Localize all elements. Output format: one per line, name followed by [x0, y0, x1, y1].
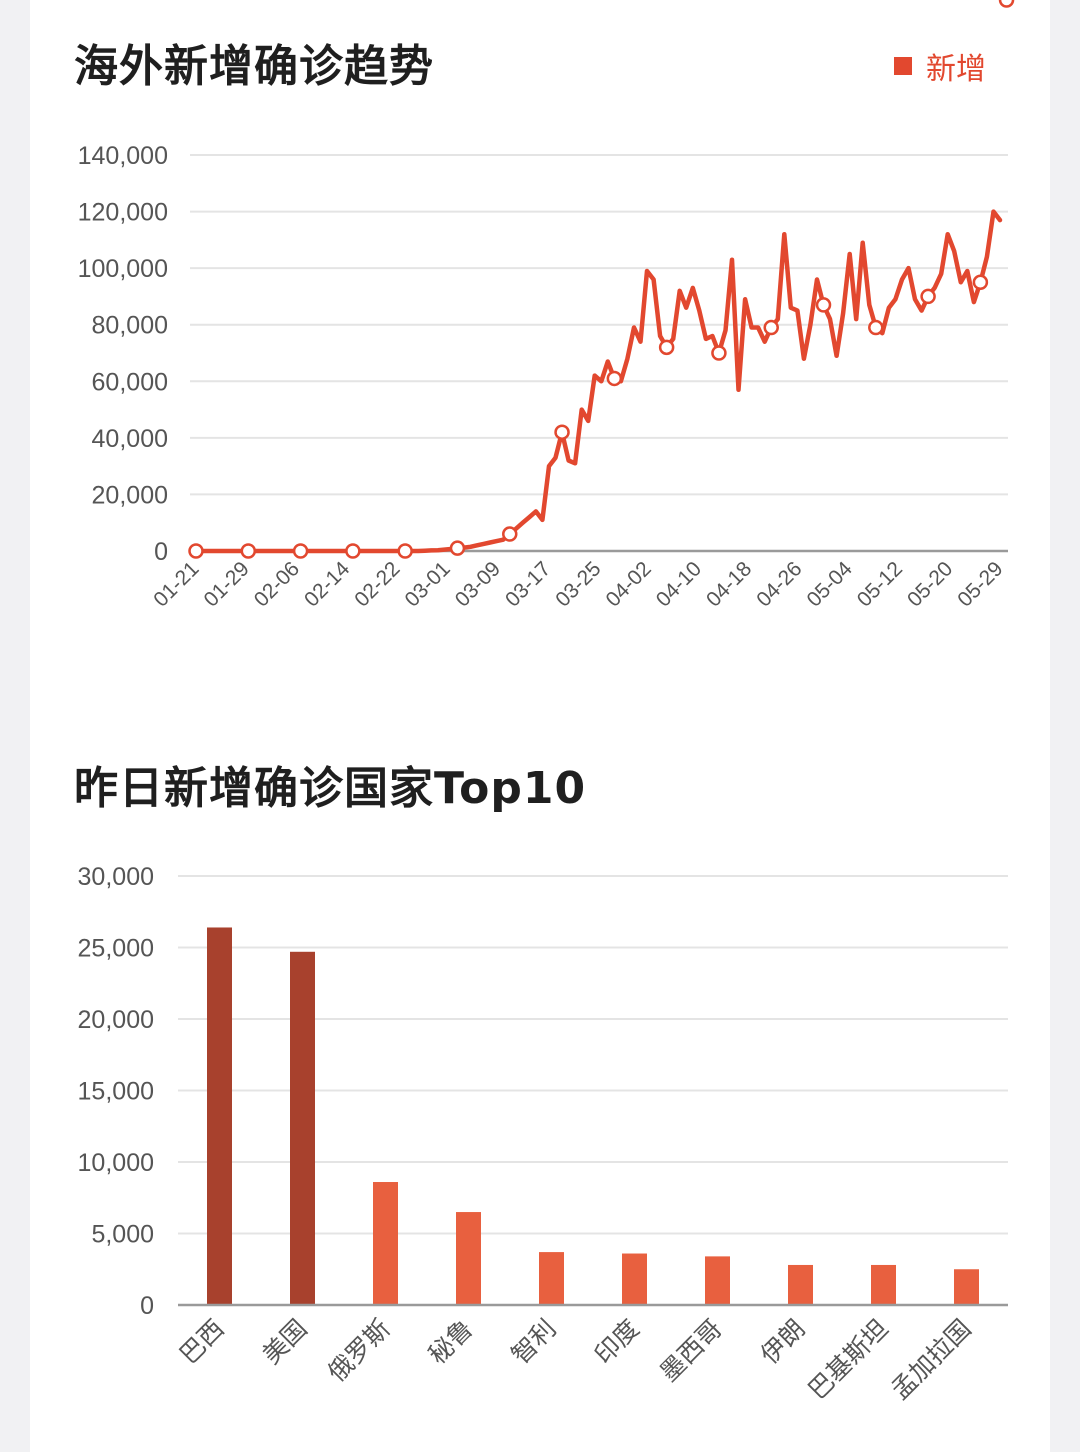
line-x-tick-label: 02-14	[300, 557, 354, 611]
line-chart-legend[interactable]: 新增	[894, 44, 986, 88]
line-y-tick-label: 60,000	[92, 368, 168, 396]
line-y-tick-label: 80,000	[92, 312, 168, 340]
bar-x-tick-label: 巴基斯坦	[803, 1314, 894, 1405]
line-y-tick-label: 120,000	[78, 199, 168, 227]
bar-chart-title: 昨日新增确诊国家Top10	[74, 763, 587, 814]
line-y-tick-label: 140,000	[78, 142, 168, 170]
line-point-marker	[188, 543, 204, 559]
chart-card: 海外新增确诊趋势 新增 昨日新增确诊国家Top10	[30, 0, 1050, 1452]
line-x-tick-label: 04-18	[702, 557, 756, 611]
line-y-tick-label: 20,000	[92, 481, 168, 509]
line-x-tick-label: 03-25	[551, 557, 605, 611]
bar	[622, 1253, 647, 1305]
line-point-marker	[920, 288, 936, 305]
bar-x-tick-label: 伊朗	[756, 1314, 811, 1369]
bar-x-tick-label: 墨西哥	[655, 1314, 728, 1387]
bar	[207, 927, 232, 1305]
line-y-tick-label: 100,000	[78, 255, 168, 283]
line-point-marker	[658, 339, 675, 356]
bar-x-tick-label: 秘鲁	[424, 1314, 479, 1369]
legend-swatch-icon	[894, 57, 912, 75]
bar	[954, 1269, 979, 1305]
bar-y-tick-label: 5,000	[91, 1221, 154, 1249]
line-point-marker	[292, 543, 309, 559]
line-point-marker	[606, 370, 623, 387]
line-x-tick-label: 05-20	[903, 557, 957, 611]
line-x-tick-label: 05-29	[953, 557, 1007, 611]
line-point-marker	[449, 540, 466, 556]
bar	[539, 1252, 564, 1305]
line-x-tick-label: 03-17	[501, 557, 555, 611]
line-point-marker	[868, 319, 884, 336]
bar-y-tick-label: 20,000	[78, 1006, 154, 1034]
bar-y-tick-label: 10,000	[78, 1149, 154, 1177]
bar-x-tick-label: 美国	[258, 1314, 313, 1369]
bar-x-tick-label: 印度	[590, 1314, 645, 1369]
bar	[456, 1212, 481, 1305]
bar-y-tick-label: 15,000	[78, 1078, 154, 1106]
line-x-tick-label: 05-04	[803, 557, 857, 611]
line-x-tick-label: 03-09	[451, 557, 505, 611]
line-point-marker	[554, 424, 570, 440]
bar-y-tick-label: 30,000	[78, 863, 154, 891]
line-point-marker	[240, 543, 257, 559]
line-point-marker	[397, 543, 413, 559]
bar-y-tick-label: 0	[140, 1292, 154, 1320]
line-chart-title: 海外新增确诊趋势	[74, 41, 434, 92]
line-x-tick-label: 03-01	[401, 557, 455, 611]
line-x-tick-label: 04-26	[752, 557, 806, 611]
bar	[705, 1256, 730, 1305]
bar-x-tick-label: 俄罗斯	[323, 1314, 396, 1387]
line-point-marker	[711, 345, 727, 361]
line-series-xinzeng	[193, 209, 1003, 554]
line-point-marker	[345, 543, 361, 559]
line-x-tick-label: 04-02	[602, 557, 656, 611]
line-point-marker	[815, 297, 832, 313]
bar-x-tick-label: 孟加拉国	[886, 1314, 977, 1405]
line-point-marker	[998, 0, 1015, 8]
line-point-marker	[763, 319, 779, 336]
bar-y-tick-label: 25,000	[78, 935, 154, 963]
line-x-tick-label: 01-29	[200, 557, 254, 611]
bar	[290, 951, 315, 1305]
bar	[788, 1264, 813, 1305]
bar-x-tick-label: 巴西	[175, 1314, 230, 1369]
line-x-tick-label: 05-12	[853, 557, 907, 611]
bar	[871, 1264, 896, 1305]
line-point-marker	[972, 274, 989, 291]
line-y-tick-label: 0	[154, 538, 168, 566]
line-x-tick-label: 04-10	[652, 557, 706, 611]
line-y-tick-label: 40,000	[92, 425, 168, 453]
line-x-tick-label: 02-22	[350, 557, 404, 611]
line-point-marker	[502, 526, 518, 542]
legend-label: 新增	[926, 52, 986, 87]
line-x-tick-label: 02-06	[250, 557, 304, 611]
bar	[373, 1182, 398, 1305]
bar-x-tick-label: 智利	[507, 1314, 562, 1369]
